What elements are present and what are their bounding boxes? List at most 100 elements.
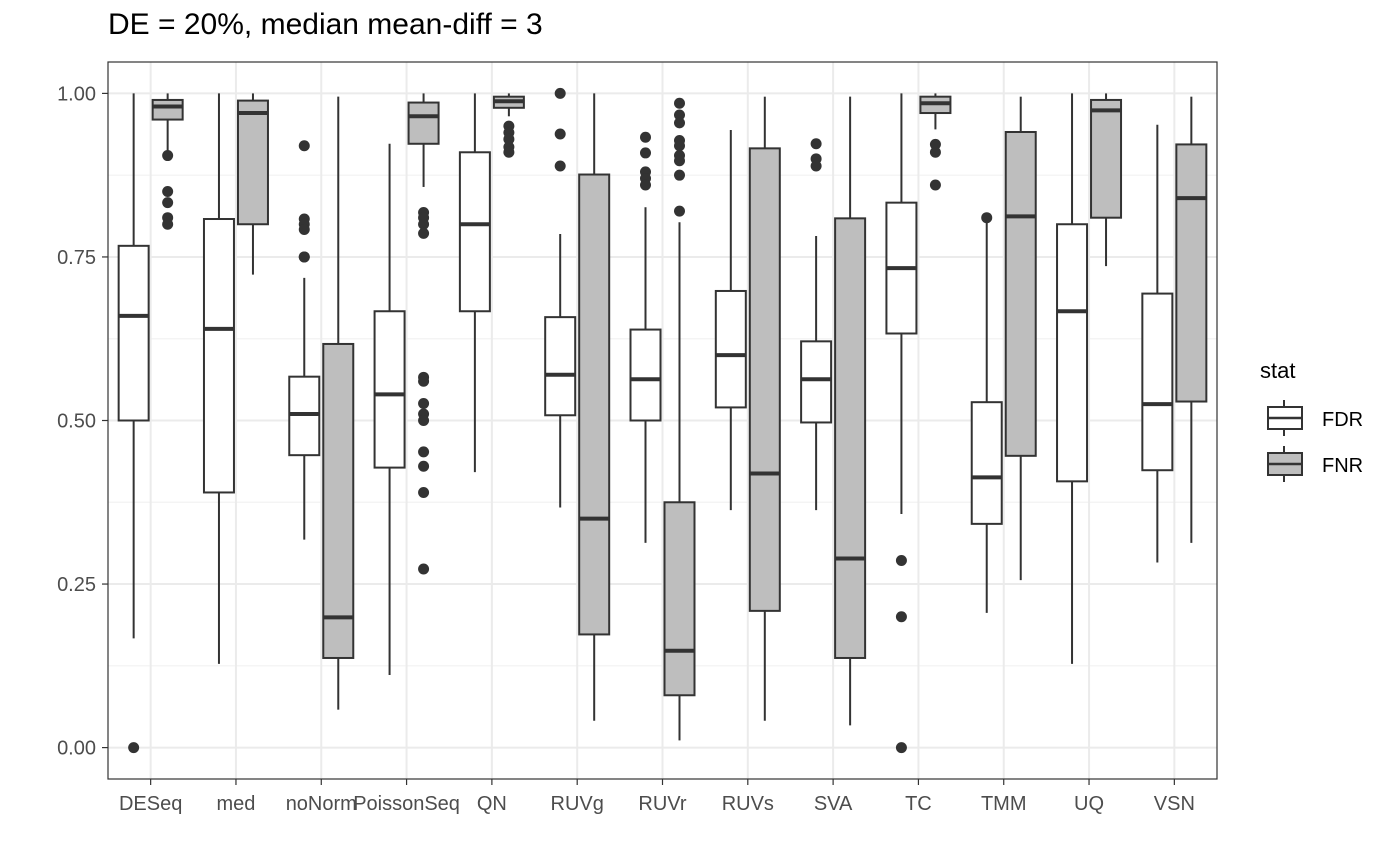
box-body bbox=[714, 289, 747, 409]
x-tick-label: RUVr bbox=[638, 793, 686, 815]
outlier-point bbox=[128, 742, 140, 754]
x-tick-label: med bbox=[217, 793, 256, 815]
legend: stat FDR FNR bbox=[1260, 358, 1363, 482]
outlier-point bbox=[554, 87, 566, 99]
outlier-point bbox=[162, 218, 174, 230]
box-fnr-deseq bbox=[151, 93, 184, 230]
x-tick-label: TMM bbox=[981, 793, 1027, 815]
outlier-point bbox=[418, 397, 430, 409]
x-tick-label: DESeq bbox=[119, 793, 182, 815]
box-body bbox=[544, 316, 577, 417]
box-body bbox=[1175, 143, 1208, 403]
box-fnr-tc bbox=[919, 93, 952, 191]
outlier-point bbox=[895, 611, 907, 623]
outlier-point bbox=[418, 446, 430, 458]
box-body bbox=[800, 340, 833, 424]
box-body bbox=[629, 328, 662, 422]
axis-layer: 0.00 0.25 0.50 0.75 1.00 DESeq med noNormPoisso… bbox=[57, 83, 1195, 815]
grid-layer bbox=[108, 62, 1217, 779]
outlier-point bbox=[674, 169, 685, 181]
outlier-point bbox=[503, 146, 515, 158]
outlier-point bbox=[298, 140, 310, 152]
x-tick-label: SVA bbox=[814, 793, 853, 815]
box-fnr-med bbox=[236, 93, 269, 275]
box-fnr-uq bbox=[1090, 93, 1123, 267]
box-fnr-ruvr bbox=[663, 97, 696, 741]
box-fdr-vsn bbox=[1141, 124, 1174, 563]
outlier-point bbox=[418, 227, 430, 239]
legend-key-fdr bbox=[1267, 400, 1303, 436]
outlier-point bbox=[674, 97, 685, 109]
box-fdr-med bbox=[202, 93, 235, 664]
box-fnr-qn bbox=[492, 93, 525, 158]
outlier-point bbox=[418, 486, 430, 498]
box-fdr-tmm bbox=[970, 212, 1003, 613]
box-fnr-tmm bbox=[1004, 96, 1037, 581]
box-fdr-nonorm bbox=[288, 140, 321, 540]
box-fdr-ruvr bbox=[629, 131, 662, 543]
outlier-point bbox=[929, 179, 941, 191]
outlier-point bbox=[418, 218, 430, 230]
box-fdr-deseq bbox=[117, 93, 150, 754]
outlier-point bbox=[674, 205, 685, 217]
outlier-point bbox=[503, 133, 515, 145]
outlier-point bbox=[674, 155, 685, 167]
box-body bbox=[1004, 130, 1037, 457]
y-tick-label: 0.00 bbox=[57, 738, 96, 760]
outlier-point bbox=[162, 197, 174, 209]
box-body bbox=[834, 217, 867, 659]
outlier-point bbox=[929, 146, 941, 158]
legend-label-fnr: FNR bbox=[1322, 455, 1363, 477]
outlier-point bbox=[554, 128, 566, 140]
outlier-point bbox=[810, 160, 822, 172]
box-fnr-ruvs bbox=[748, 96, 781, 721]
x-tick-label: noNorm bbox=[286, 793, 357, 815]
box-layer bbox=[117, 87, 1208, 754]
outlier-point bbox=[554, 160, 566, 172]
x-tick-label: VSN bbox=[1154, 793, 1195, 815]
box-body bbox=[1090, 98, 1123, 219]
box-fnr-poissonseq bbox=[407, 93, 440, 575]
outlier-point bbox=[298, 223, 310, 235]
box-body bbox=[117, 244, 150, 422]
y-tick-label: 0.25 bbox=[57, 574, 96, 596]
outlier-point bbox=[640, 147, 651, 159]
x-tick-label: QN bbox=[477, 793, 507, 815]
x-tick-label: RUVs bbox=[722, 793, 774, 815]
box-body bbox=[458, 151, 491, 313]
box-body bbox=[578, 173, 611, 636]
box-body bbox=[322, 342, 355, 659]
box-body bbox=[407, 101, 440, 145]
outlier-point bbox=[418, 460, 430, 472]
outlier-point bbox=[674, 109, 685, 121]
outlier-point bbox=[674, 140, 685, 152]
box-body bbox=[748, 147, 781, 612]
box-body bbox=[970, 401, 1003, 525]
box-fdr-ruvs bbox=[714, 130, 747, 511]
outlier-point bbox=[418, 415, 430, 426]
x-tick-label: RUVg bbox=[551, 793, 604, 815]
outlier-point bbox=[640, 131, 651, 143]
box-fnr-nonorm bbox=[322, 96, 355, 710]
outlier-point bbox=[162, 150, 174, 162]
box-body bbox=[1056, 223, 1089, 483]
chart-title: DE = 20%, median mean-diff = 3 bbox=[108, 8, 543, 41]
box-fnr-vsn bbox=[1175, 96, 1208, 543]
outlier-point bbox=[674, 117, 685, 129]
box-body bbox=[1141, 292, 1174, 472]
box-body bbox=[202, 218, 235, 494]
outlier-point bbox=[895, 742, 907, 754]
box-fdr-qn bbox=[458, 93, 491, 473]
outlier-point bbox=[418, 375, 430, 387]
legend-title: stat bbox=[1260, 358, 1295, 383]
box-fnr-ruvg bbox=[578, 93, 611, 721]
outlier-point bbox=[298, 251, 310, 263]
x-tick-label: TC bbox=[905, 793, 932, 815]
outlier-point bbox=[162, 186, 174, 198]
box-body bbox=[663, 501, 696, 697]
outlier-point bbox=[640, 179, 651, 191]
x-tick-label: PoissonSeq bbox=[353, 793, 460, 815]
outlier-point bbox=[895, 554, 907, 566]
legend-label-fdr: FDR bbox=[1322, 409, 1363, 431]
